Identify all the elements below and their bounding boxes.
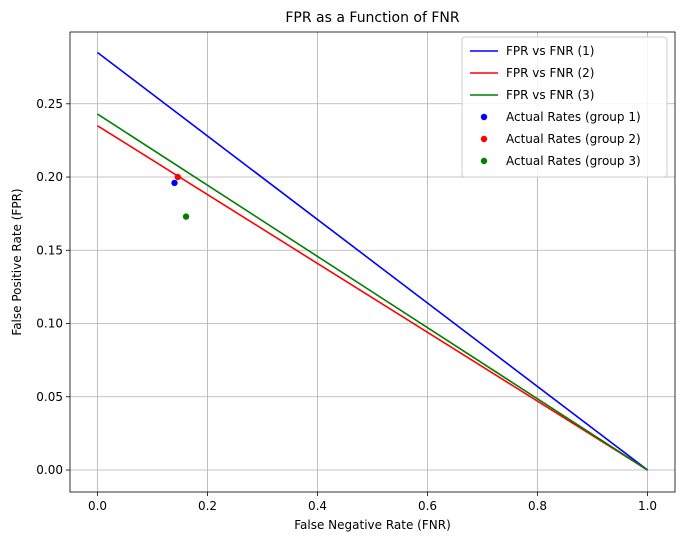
x-axis-ticks: 0.0 0.2 0.4 0.6 0.8 1.0 bbox=[88, 492, 657, 513]
legend-entry-label: FPR vs FNR (2) bbox=[506, 66, 595, 80]
legend-entry-label: Actual Rates (group 2) bbox=[506, 132, 641, 146]
legend-entry-label: FPR vs FNR (3) bbox=[506, 88, 595, 102]
x-axis-label: False Negative Rate (FNR) bbox=[294, 518, 451, 532]
y-tick-label: 0.25 bbox=[36, 97, 63, 111]
y-tick-label: 0.20 bbox=[36, 170, 63, 184]
x-tick-label: 0.8 bbox=[528, 499, 547, 513]
y-tick-label: 0.15 bbox=[36, 243, 63, 257]
series-line-1 bbox=[97, 51, 648, 471]
legend: FPR vs FNR (1) FPR vs FNR (2) FPR vs FNR (… bbox=[461, 36, 668, 178]
x-tick-label: 0.2 bbox=[198, 499, 217, 513]
x-tick-label: 1.0 bbox=[638, 499, 657, 513]
legend-marker-swatch bbox=[480, 113, 488, 121]
chart-title: FPR as a Function of FNR bbox=[285, 10, 459, 26]
legend-box bbox=[461, 36, 668, 178]
legend-entry-label: Actual Rates (group 3) bbox=[506, 154, 641, 168]
series-line-2 bbox=[97, 125, 648, 471]
y-tick-label: 0.00 bbox=[36, 463, 63, 477]
x-tick-label: 0.4 bbox=[308, 499, 327, 513]
scatter-point-1 bbox=[171, 179, 178, 187]
series-layer bbox=[97, 51, 648, 471]
legend-marker-swatch bbox=[480, 135, 488, 143]
legend-marker-swatch bbox=[480, 157, 488, 165]
y-tick-label: 0.10 bbox=[36, 317, 63, 331]
x-tick-label: 0.6 bbox=[418, 499, 437, 513]
legend-entry-label: FPR vs FNR (1) bbox=[506, 44, 595, 58]
plot-area-frame bbox=[69, 31, 676, 493]
y-axis-ticks: 0.00 0.05 0.10 0.15 0.20 0.25 bbox=[36, 97, 70, 477]
x-tick-label: 0.0 bbox=[88, 499, 107, 513]
scatter-point-3 bbox=[182, 213, 190, 220]
y-axis-label: False Positive Rate (FPR) bbox=[10, 188, 24, 335]
y-tick-label: 0.05 bbox=[36, 390, 63, 404]
series-line-3 bbox=[97, 113, 648, 471]
legend-entry-label: Actual Rates (group 1) bbox=[506, 110, 641, 124]
scatter-point-2 bbox=[174, 173, 181, 181]
